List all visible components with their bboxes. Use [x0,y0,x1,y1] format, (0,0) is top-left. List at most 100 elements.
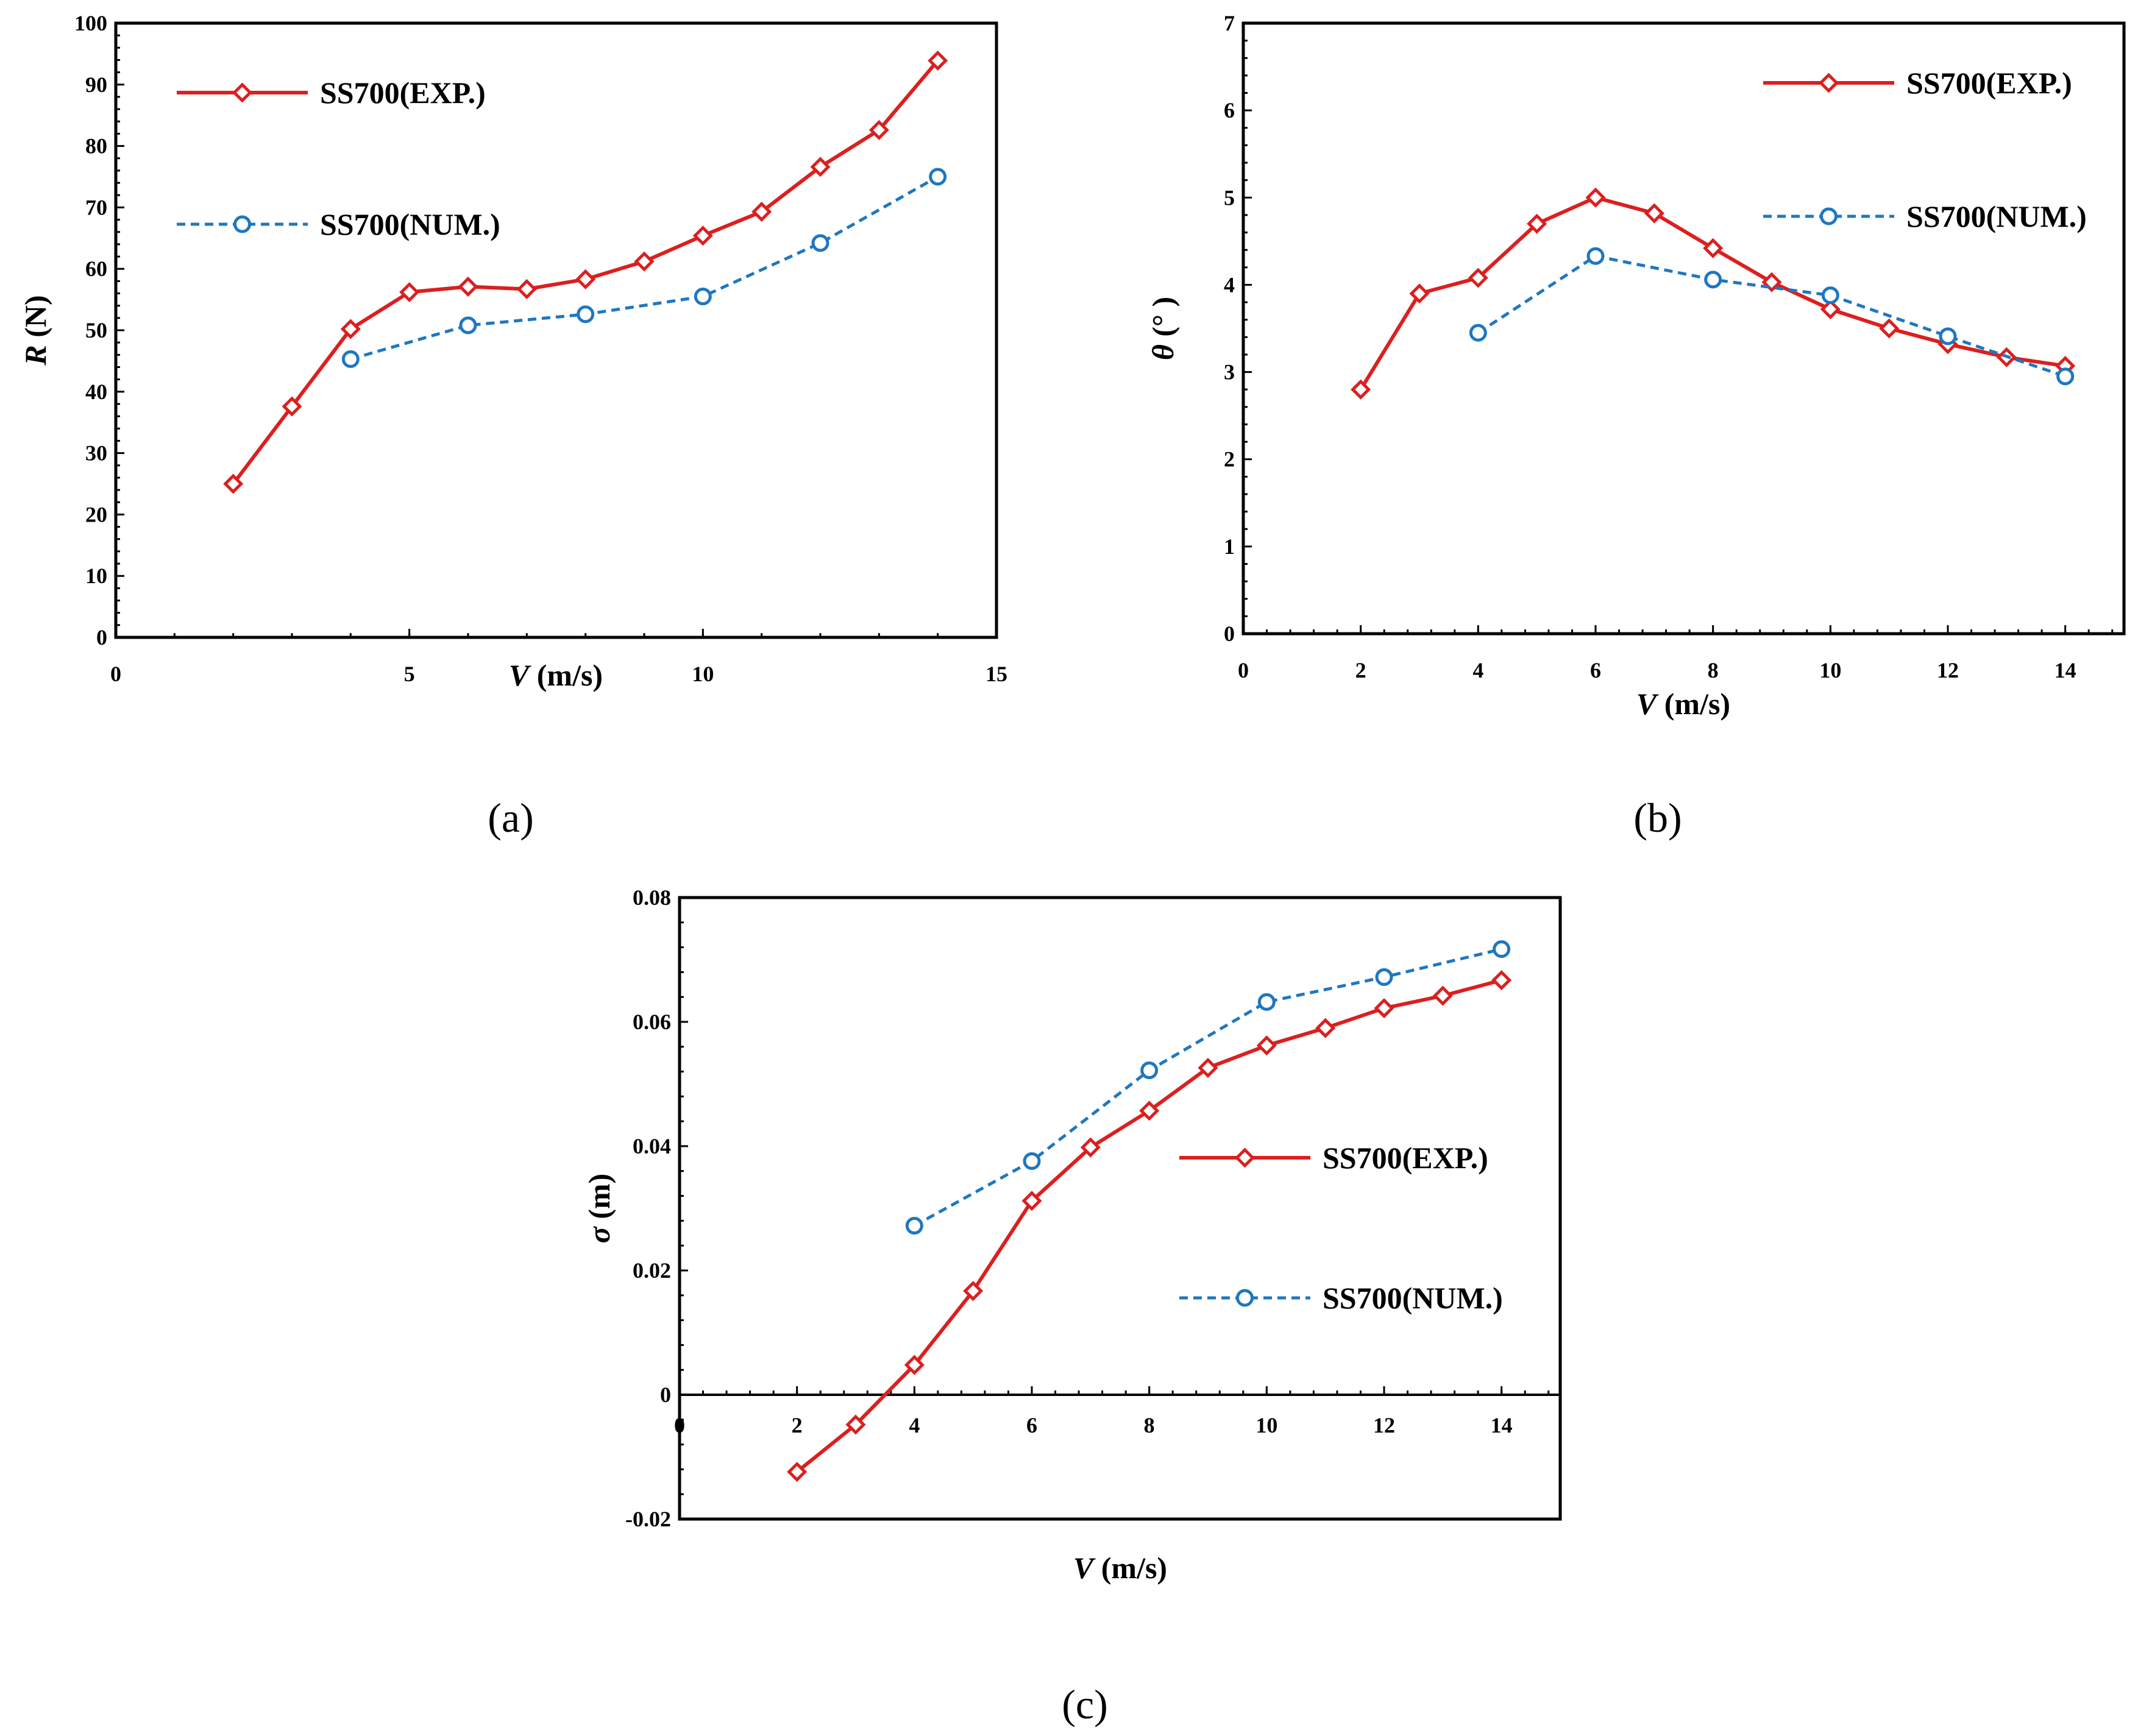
panel-caption: (b) [1633,795,1682,841]
series-exp [787,970,1512,1483]
data-point [1879,318,1900,339]
legend-marker [1818,73,1839,93]
data-point [341,350,360,368]
chart-panel-c: -0.02 0 0.02 0.04 0.06 0.08 0 2 4 6 8 10 12 14 V (m/s)… [582,885,1562,1727]
y-tick-label: 1 [1224,534,1235,559]
data-point [1257,993,1276,1011]
data-point [340,319,361,339]
data-point [811,234,829,252]
data-point [1375,968,1393,987]
y-tick-label: 2 [1224,447,1235,472]
data-point [1315,1018,1336,1038]
data-point [1703,238,1724,258]
x-tick-label: 8 [1708,658,1719,682]
series-num [341,168,947,368]
y-tick-label: 30 [85,441,107,466]
x-tick-label: 4 [909,1413,920,1437]
series-exp [223,50,948,494]
data-point [1527,213,1547,234]
data-point [2056,367,2075,386]
x-tick-label: 10 [1819,658,1841,682]
y-tick-label: 40 [85,380,107,404]
x-tick-label: 0 [674,1413,685,1437]
data-point [810,157,831,177]
legend-marker [1234,1147,1255,1168]
data-point [963,1281,984,1302]
data-point [904,1355,925,1375]
legend-label: SS700(EXP.) [1323,1141,1488,1175]
data-point [751,201,772,222]
y-tick-label: 7 [1224,11,1235,35]
data-point [577,305,595,324]
legend-entry: SS700(EXP.) [177,76,486,110]
x-tick-label: 6 [1026,1413,1037,1437]
x-tick-label: 2 [792,1413,803,1437]
x-tick-label: 12 [1937,658,1959,682]
y-tick-label: 90 [85,73,107,97]
legend-entry: SS700(NUM.) [177,207,500,241]
data-point [692,225,713,246]
data-point [1139,1100,1160,1121]
data-point [1939,327,1957,345]
x-tick-label: 6 [1590,658,1601,682]
panel-caption: (c) [1062,1681,1107,1727]
data-point [1821,286,1839,305]
x-tick-label: 2 [1355,658,1366,682]
y-tick-label: 100 [74,11,107,35]
data-point [223,473,244,494]
y-tick-label: 10 [85,564,107,588]
data-point [905,1217,923,1235]
data-point [516,278,537,299]
y-tick-label: 0 [96,625,107,650]
y-tick-label: 3 [1224,360,1235,384]
data-point [399,282,420,303]
legend-label: SS700(EXP.) [1906,66,2072,100]
legend-entry: SS700(NUM.) [1179,1281,1503,1315]
data-point [1256,1035,1277,1056]
y-tick-label: 0 [1224,622,1235,646]
data-point [1820,299,1841,320]
data-point [1491,970,1512,991]
plot-frame [678,896,1562,1521]
x-tick-label: 8 [1144,1413,1155,1437]
data-point [282,396,302,417]
legend-label: SS700(NUM.) [1906,199,2087,233]
data-point [458,276,478,297]
y-tick-label: 80 [85,134,107,158]
data-point [787,1461,808,1483]
y-tick-label: 70 [85,195,107,219]
y-tick-label: 0.04 [633,1134,671,1158]
y-tick-label: 60 [85,257,107,281]
plot-frame [1241,21,2126,636]
data-point [1432,985,1453,1006]
data-point [1198,1057,1218,1079]
legend-entry: SS700(EXP.) [1763,66,2072,100]
data-point [1585,187,1606,208]
x-tick-label: 4 [1472,658,1483,682]
x-axis-label: V (m/s) [1636,687,1730,721]
data-point [634,251,655,272]
y-tick-label: -0.02 [625,1507,671,1531]
data-point [1080,1137,1101,1158]
y-tick-label: 5 [1224,185,1235,210]
series-line [1477,254,2066,378]
y-axis-label: θ (° ) [1146,297,1180,360]
series-line [350,175,939,361]
series-line [795,978,1502,1473]
x-tick-label: 10 [1255,1413,1277,1437]
data-point [1374,998,1394,1019]
legend-label: SS700(NUM.) [320,207,500,241]
x-tick-label: 14 [2055,658,2076,682]
x-tick-label: 15 [986,662,1007,686]
data-point [1586,247,1605,265]
plot-frame [114,21,998,639]
legend-marker [233,215,251,233]
y-tick-label: 0.06 [633,1010,671,1034]
data-point [1469,324,1487,342]
chart-panel-a: 0 10 20 30 40 50 60 70 80 90 100 0 5 10 15 V (m/s) R (N)… [18,11,1007,841]
panel-caption: (a) [488,795,533,841]
legend-entry: SS700(EXP.) [1179,1141,1488,1175]
legend-marker [232,82,253,103]
